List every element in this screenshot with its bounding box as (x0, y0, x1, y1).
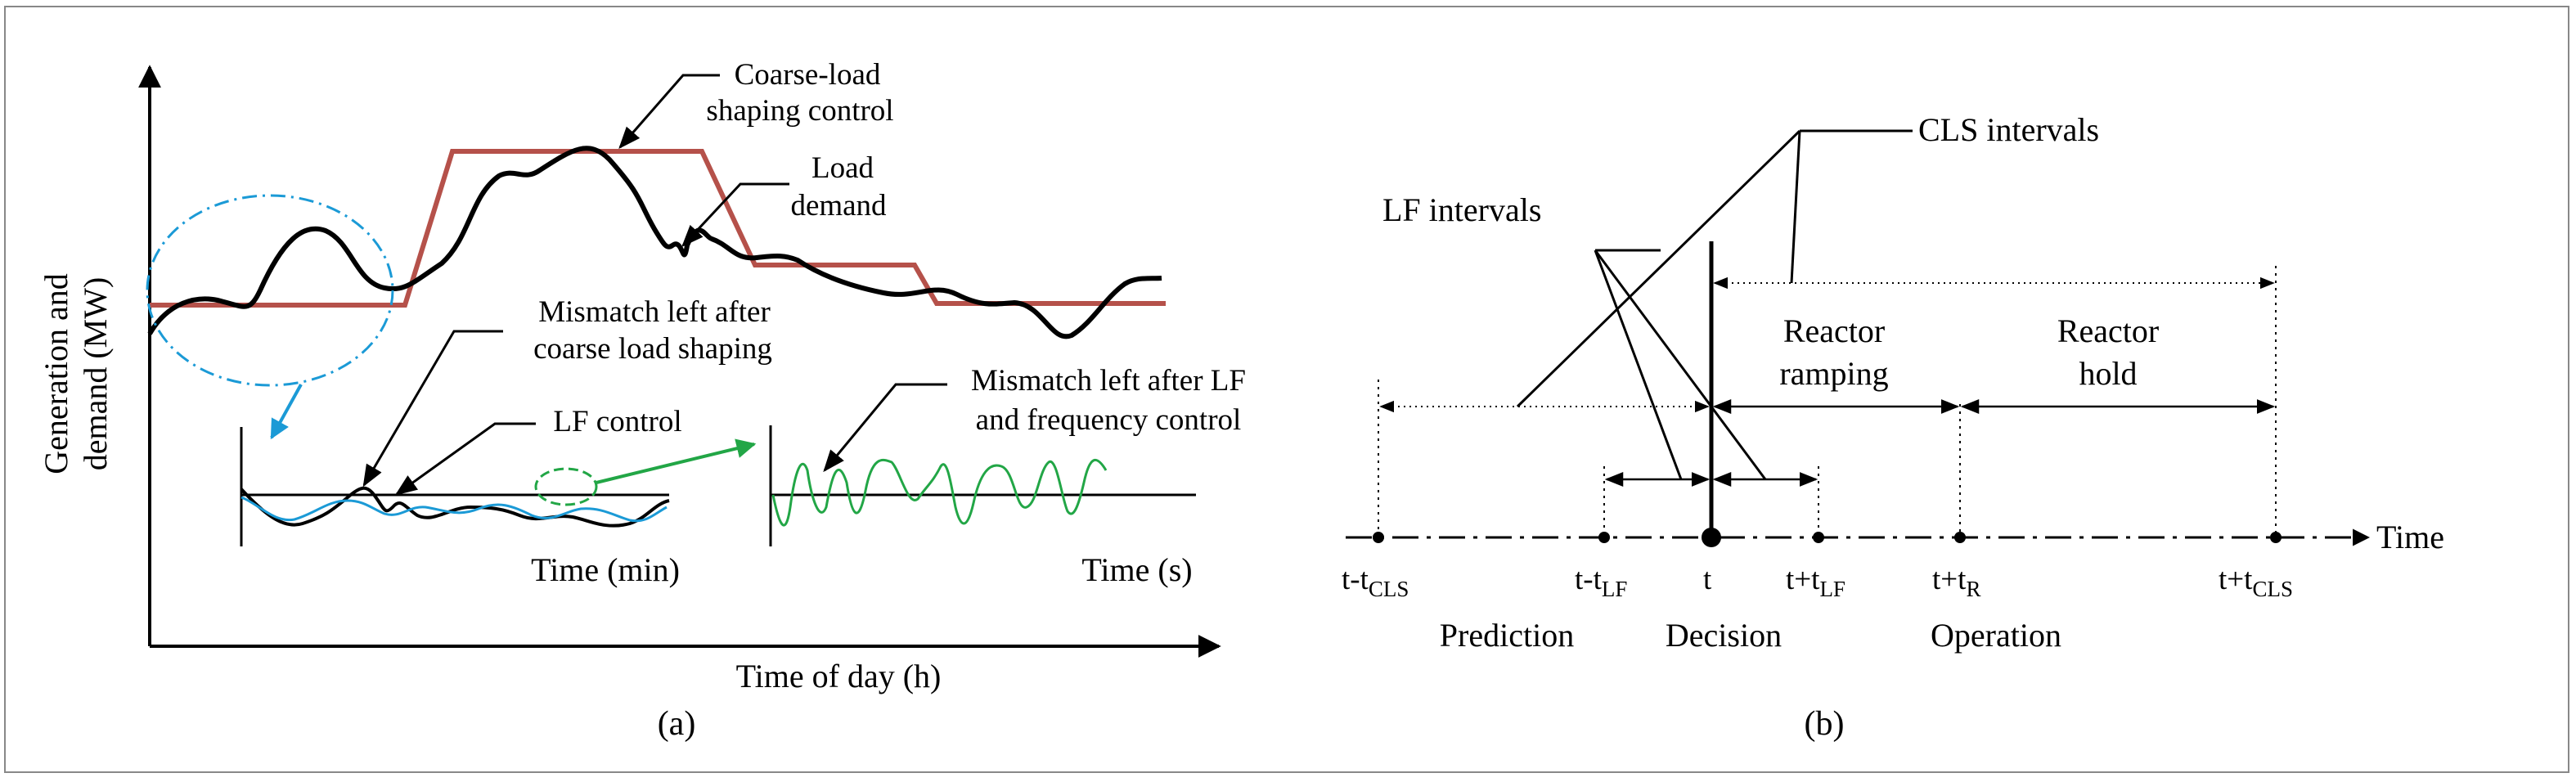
cls-leader-prediction (1516, 129, 1801, 408)
mismatch-lf-callout-line2: and frequency control (976, 403, 1242, 437)
phase-prediction: Prediction (1440, 617, 1574, 654)
inset-s-mismatch-curve (771, 459, 1108, 527)
cls-intervals-label: CLS intervals (1918, 111, 2099, 148)
lf-control-callout-leader (394, 422, 536, 496)
panel-b-caption: (b) (1805, 705, 1845, 743)
coarse-load-shaping-curve (150, 149, 1166, 308)
load-demand-callout-leader (681, 182, 789, 247)
tick-dot-t+tcls (2270, 532, 2282, 543)
inset-min-lf-curve (241, 496, 668, 523)
mismatch-coarse-callout-leader (362, 330, 503, 488)
mismatch-lf-callout-line1: Mismatch left after LF (971, 364, 1246, 398)
phase-operation: Operation (1931, 617, 2061, 654)
tick-label-t-tlf: t-tLF (1575, 563, 1627, 601)
reactor-hold-label-line2: hold (2079, 355, 2137, 392)
lf-control-callout: LF control (553, 405, 681, 438)
reactor-ramping-label-line2: ramping (1779, 355, 1888, 392)
mismatch-coarse-callout-line2: coarse load shaping (533, 332, 772, 366)
blue-zoom-arrow (270, 384, 303, 440)
reactor-ramping-label-line1: Reactor (1783, 312, 1885, 349)
panel-a-caption: (a) (658, 705, 696, 743)
mismatch-lf-callout-leader (823, 383, 947, 473)
tick-label-t: t (1703, 563, 1712, 596)
inset-time-min: Time (min) (240, 427, 680, 588)
tick-label-t+tlf: t+tLF (1786, 563, 1845, 601)
tick-dot-t+tr (1954, 532, 1966, 543)
tick-label-t+tcls: t+tCLS (2219, 563, 2293, 601)
lf-intervals-label: LF intervals (1382, 191, 1541, 228)
reactor-hold-label-line1: Reactor (2057, 312, 2159, 349)
tick-dot-t-tcls (1373, 532, 1384, 543)
cls-leader-operation (1790, 130, 1801, 284)
panel-a-x-axis-label: Time of day (h) (736, 658, 942, 694)
coarse-load-callout-line2: shaping control (706, 94, 893, 128)
inset-min-xlabel: Time (min) (531, 551, 680, 588)
load-demand-callout-line1: Load (811, 151, 874, 185)
lf-leader-before (1594, 249, 1683, 480)
tick-dot-t-tlf (1598, 532, 1610, 543)
figure-border (4, 6, 2569, 773)
phase-decision: Decision (1666, 617, 1782, 654)
highlight-ellipse-green (534, 467, 598, 506)
load-demand-callout-line2: demand (790, 189, 887, 222)
inset-s-xlabel: Time (s) (1081, 551, 1192, 588)
panel-a: Generation and demand (MW) Time of day (… (38, 58, 1246, 743)
load-demand-curve (147, 146, 1162, 339)
tick-dot-t+tlf (1813, 532, 1824, 543)
tick-label-t-tcls: t-tCLS (1342, 563, 1409, 601)
highlight-ellipse-blue (146, 194, 394, 387)
panel-a-y-axis-label: Generation and demand (MW) (38, 273, 114, 474)
svg-text:demand (MW): demand (MW) (77, 277, 114, 471)
time-axis-label: Time (2376, 519, 2444, 555)
inset-min-mismatch-curve (240, 486, 670, 528)
lf-leader-after (1594, 249, 1767, 480)
tick-label-t+tr: t+tR (1932, 563, 1980, 601)
tick-dot-t (1702, 528, 1721, 547)
coarse-load-callout-leader (618, 74, 720, 150)
inset-time-s: Time (s) (769, 425, 1196, 588)
panel-b: Time t-tCLS t-tLF t t+tLF t+tR t+tCLS (1342, 111, 2444, 743)
green-zoom-arrow (596, 438, 757, 484)
coarse-load-callout-line1: Coarse-load (735, 58, 881, 92)
svg-text:Generation and: Generation and (38, 273, 74, 474)
mismatch-coarse-callout-line1: Mismatch left after (538, 295, 771, 329)
